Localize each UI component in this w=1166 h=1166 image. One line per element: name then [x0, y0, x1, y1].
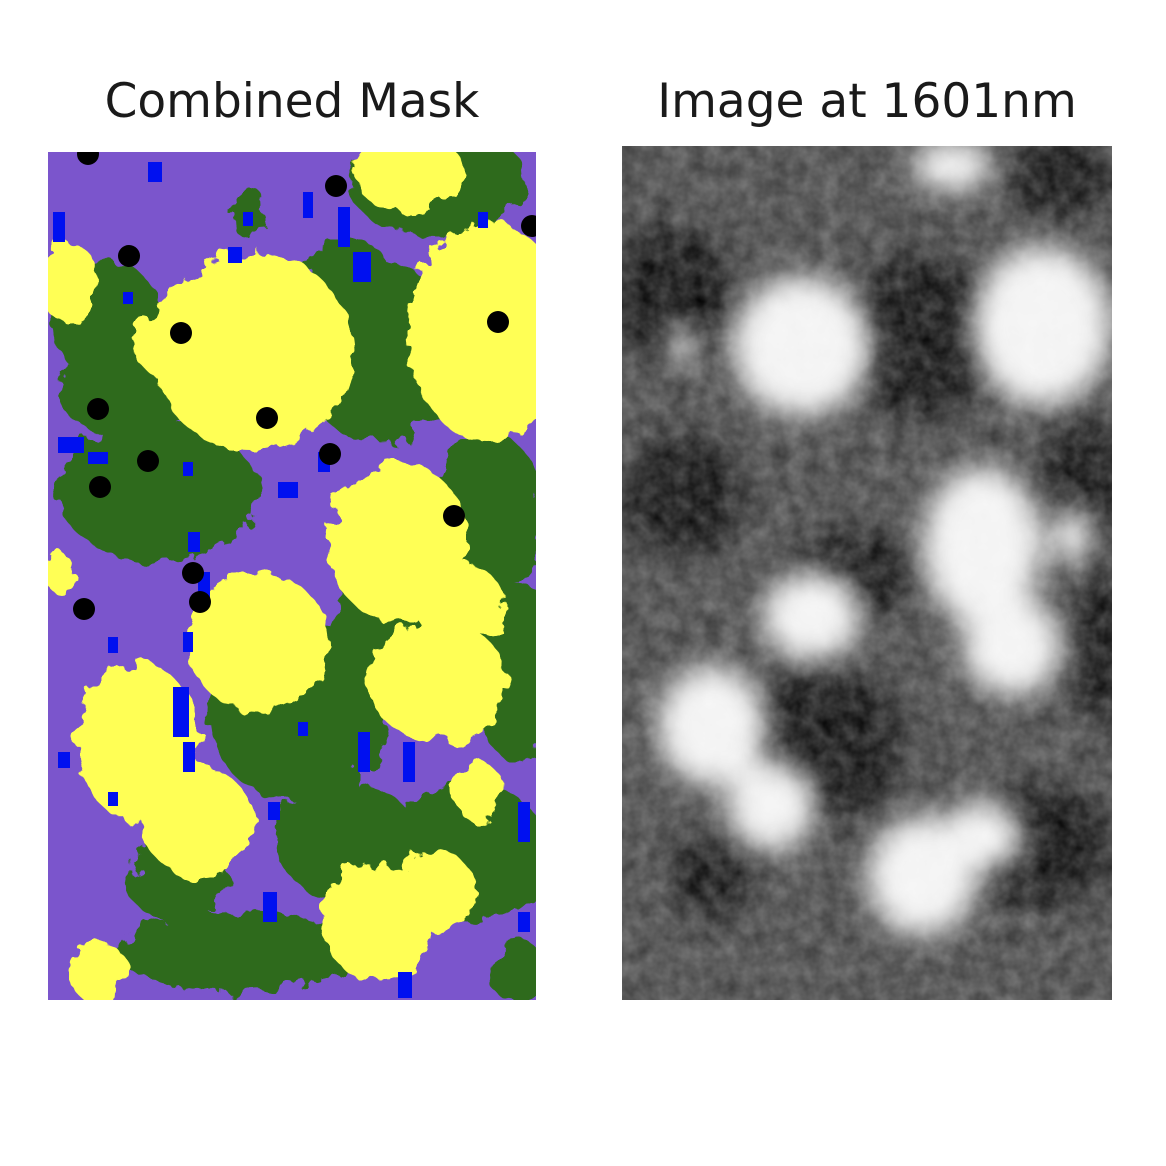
image-texture — [622, 146, 1112, 1000]
grayscale-image-1601nm — [622, 146, 1112, 1000]
blue-speckles — [53, 162, 530, 998]
combined-mask-image — [48, 152, 536, 1000]
black-dots — [73, 152, 536, 620]
image-panel-title: Image at 1601nm — [657, 74, 1077, 129]
yellow-regions — [48, 152, 536, 1000]
mask-panel-title: Combined Mask — [104, 74, 480, 129]
